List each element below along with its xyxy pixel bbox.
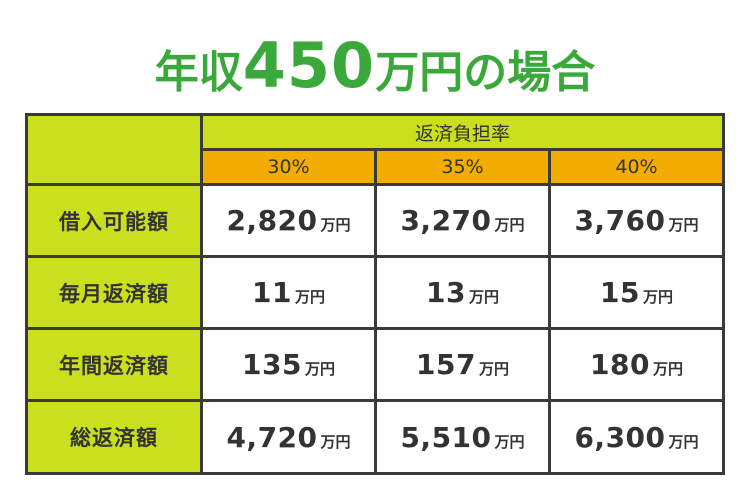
repayment-ratio-header: 返済負担率 (203, 116, 722, 148)
row-label-annual: 年間返済額 (28, 330, 200, 399)
table-cell: 13 万円 (377, 258, 548, 327)
page-title: 年収450万円の場合 (0, 30, 750, 102)
row-label-monthly: 毎月返済額 (28, 258, 200, 327)
table-cell: 157 万円 (377, 330, 548, 399)
table-cell: 5,510 万円 (377, 402, 548, 472)
table-cell: 4,720 万円 (203, 402, 374, 472)
table-cell: 135 万円 (203, 330, 374, 399)
table-cell: 11 万円 (203, 258, 374, 327)
title-amount: 450 (242, 29, 376, 102)
column-header-40: 40% (551, 151, 722, 183)
table-cell: 15 万円 (551, 258, 722, 327)
column-header-35: 35% (377, 151, 548, 183)
table-corner (28, 116, 200, 183)
table-cell: 180 万円 (551, 330, 722, 399)
table-cell: 3,270 万円 (377, 186, 548, 255)
row-label-borrowable: 借入可能額 (28, 186, 200, 255)
title-suffix: 万円の場合 (375, 47, 596, 98)
row-label-total: 総返済額 (28, 402, 200, 472)
loan-table: 返済負担率 30% 35% 40% 借入可能額 2,820 万円 3,270 万円 … (25, 113, 725, 475)
title-prefix: 年収 (154, 47, 243, 98)
column-header-30: 30% (203, 151, 374, 183)
table-cell: 6,300 万円 (551, 402, 722, 472)
table-cell: 2,820 万円 (203, 186, 374, 255)
table-cell: 3,760 万円 (551, 186, 722, 255)
